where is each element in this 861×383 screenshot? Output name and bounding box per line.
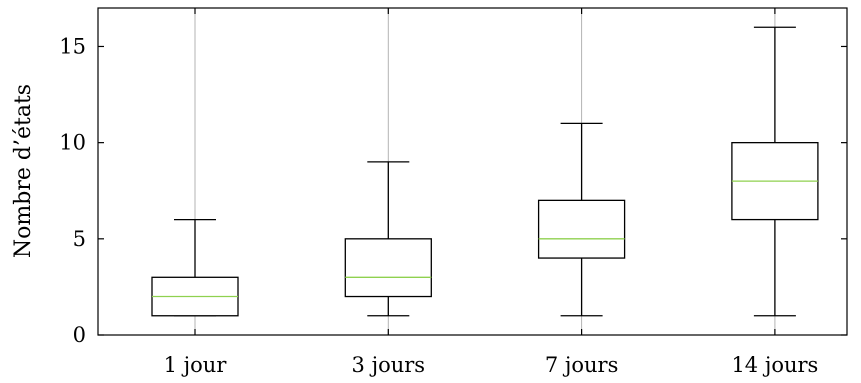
box-group: [537, 122, 626, 317]
y-tick-label: 5: [73, 227, 86, 251]
box-group: [344, 161, 432, 317]
y-axis: 0 5 10 15: [59, 34, 847, 347]
box-iqr: [537, 199, 626, 259]
x-tick-label: 3 jours: [352, 353, 426, 377]
box-iqr: [344, 238, 432, 298]
x-tick-label: 14 jours: [731, 353, 818, 377]
x-tick-label: 7 jours: [545, 353, 619, 377]
y-tick-label: 10: [59, 131, 86, 155]
boxes-layer: [151, 26, 819, 317]
box-group: [731, 26, 819, 317]
x-tick-label: 1 jour: [164, 353, 228, 377]
y-tick-label: 15: [59, 34, 86, 58]
plot-frame: [97, 7, 848, 336]
y-tick-label: 0: [73, 323, 86, 347]
box-group: [151, 218, 239, 317]
grid-layer: [194, 8, 776, 335]
x-axis: 1 jour 3 jours 7 jours 14 jours: [164, 8, 818, 377]
y-axis-title: Nombre d’états: [11, 84, 36, 258]
